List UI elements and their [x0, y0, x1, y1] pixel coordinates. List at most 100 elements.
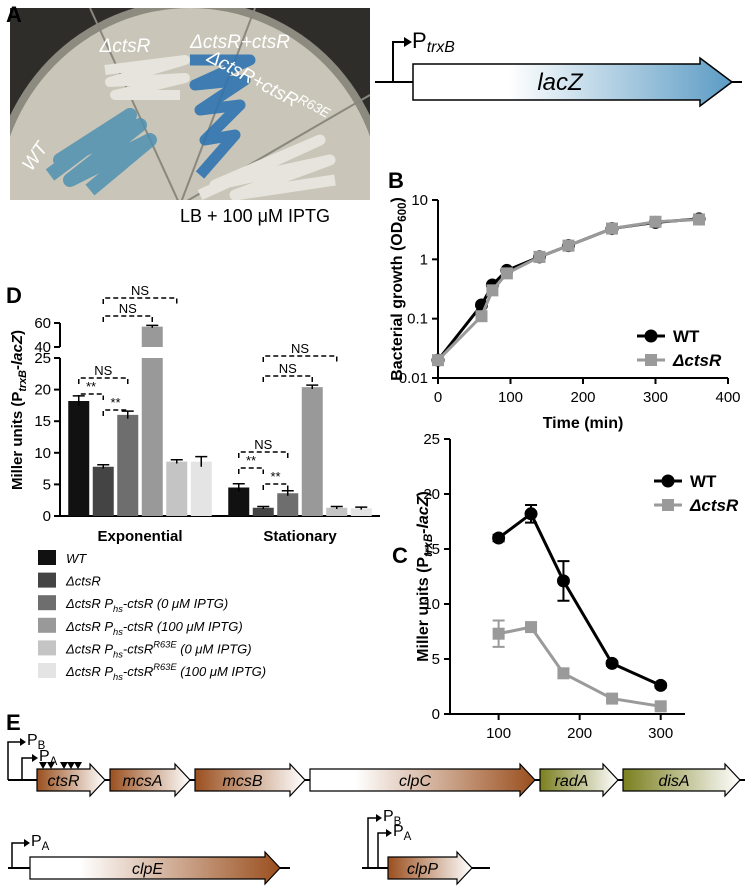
significance-label: NS: [94, 363, 112, 378]
legend-label: ΔctsR Phs-ctsR (100 μM IPTG): [65, 619, 243, 637]
gene-arrow: [539, 762, 619, 798]
legend-label-part: ΔctsR: [65, 574, 101, 589]
binding-sites: [39, 762, 82, 769]
marker: [649, 215, 662, 228]
marker: [492, 531, 506, 545]
streak: [45, 108, 157, 196]
promoter-arrow: [21, 757, 34, 780]
y-tick-label: 5: [432, 651, 440, 668]
error-bar: [306, 384, 319, 389]
significance-bracket: [262, 375, 313, 382]
marker: [644, 329, 658, 343]
y-tick-label: 10: [34, 445, 51, 462]
panel-label: A: [6, 2, 22, 27]
promoter-label: PtrxB: [412, 28, 455, 56]
sector-line: [89, 8, 179, 200]
gene-label: clpP: [407, 861, 438, 878]
error-bar: [257, 505, 270, 510]
x-tick-label: 300: [643, 389, 668, 406]
promoter-arrow: [377, 832, 388, 868]
significance-label: NS: [131, 283, 149, 298]
legend-label-part: -ctsR (0 μM IPTG): [123, 596, 228, 611]
legend-label-part: R63E: [153, 639, 177, 649]
promoter-label-part: P: [412, 28, 427, 53]
legend-label: WT: [66, 551, 87, 566]
y-axis-title-part: ): [389, 197, 406, 202]
gene-arrow: [109, 762, 191, 798]
promoter-label: PB: [27, 732, 46, 752]
legend-swatch: [38, 550, 56, 565]
y-tick-label: 5: [43, 476, 51, 493]
promoter-arrow: [11, 842, 26, 868]
promoter-arrowhead: [20, 738, 26, 746]
y-tick-label: 20: [34, 382, 51, 399]
y-tick-label: 0: [432, 706, 440, 723]
x-tick-label: 300: [648, 725, 673, 742]
promoter-arrowhead: [32, 754, 38, 762]
y-tick-label: 15: [34, 413, 51, 430]
y-tick-label: 25: [423, 431, 440, 448]
significance-bracket: [238, 451, 289, 458]
x-axis-title: Time (min): [543, 415, 624, 432]
panel-label: E: [6, 710, 21, 735]
streak: [197, 134, 336, 200]
marker: [500, 267, 513, 280]
panel-label: B: [388, 168, 404, 193]
x-tick-label: 400: [715, 389, 740, 406]
promoter-arrowhead: [24, 839, 30, 847]
legend-label: ΔctsR: [689, 496, 739, 515]
site: [60, 762, 68, 769]
significance-label: **: [86, 379, 96, 394]
x-tick-label: 200: [567, 725, 592, 742]
y-axis-title-part: -: [415, 529, 432, 534]
gene-label: clpC: [399, 773, 431, 790]
marker: [661, 474, 675, 488]
legend-label: ΔctsR Phs-ctsRR63E (100 μM IPTG): [65, 662, 266, 682]
marker: [533, 250, 546, 263]
streak: [104, 55, 190, 100]
promoter-label-part: trxB: [427, 39, 456, 56]
y-axis-title-part: -: [9, 365, 26, 370]
error-bar: [195, 455, 208, 467]
gene-label: disA: [658, 773, 689, 790]
marker: [524, 507, 538, 521]
promoter-label-part: B: [394, 816, 402, 828]
series-line: [497, 511, 662, 687]
y-tick-label: 1: [420, 251, 428, 268]
lacz-arrow: [412, 56, 734, 108]
bar: [228, 487, 250, 516]
marker: [562, 239, 575, 252]
significance-label: NS: [254, 437, 272, 452]
gene-arrow: [622, 762, 741, 798]
x-tick-label: 0: [434, 389, 442, 406]
legend-swatch: [38, 572, 56, 588]
significance-bracket: [102, 409, 129, 416]
y-tick-label: 10: [423, 596, 440, 613]
y-tick-label: 60: [34, 315, 51, 332]
legend-swatch: [38, 663, 56, 678]
marker: [432, 354, 444, 367]
significance-bracket: [102, 315, 153, 322]
promoter-arrowhead: [386, 829, 392, 837]
gene-label: lacZ: [537, 69, 584, 96]
bar: [252, 507, 274, 516]
panel-label: D: [6, 283, 22, 308]
y-axis-title: Miller units (PtrxB-lacZ): [415, 491, 435, 662]
legend-label-part: R63E: [153, 662, 177, 672]
error-bar: [281, 489, 294, 496]
y-axis-title-part: trxB: [423, 534, 435, 557]
gene-arrow: [194, 762, 306, 798]
y-tick-label: 25: [34, 350, 51, 367]
bar: [301, 387, 323, 516]
legend-label: ΔctsR: [65, 574, 101, 589]
y-axis-title-part: Miller units (P: [415, 557, 432, 662]
strain-label-part: ΔctsR+ctsR: [189, 32, 290, 53]
streak: [189, 54, 256, 179]
legend-label-part: hs: [113, 649, 123, 659]
legend-label: ΔctsR Phs-ctsRR63E (0 μM IPTG): [65, 639, 252, 659]
legend-swatch: [38, 617, 56, 633]
error-bar: [330, 505, 343, 510]
y-axis-title-part: trxB: [17, 370, 29, 392]
significance-label: **: [110, 395, 120, 410]
